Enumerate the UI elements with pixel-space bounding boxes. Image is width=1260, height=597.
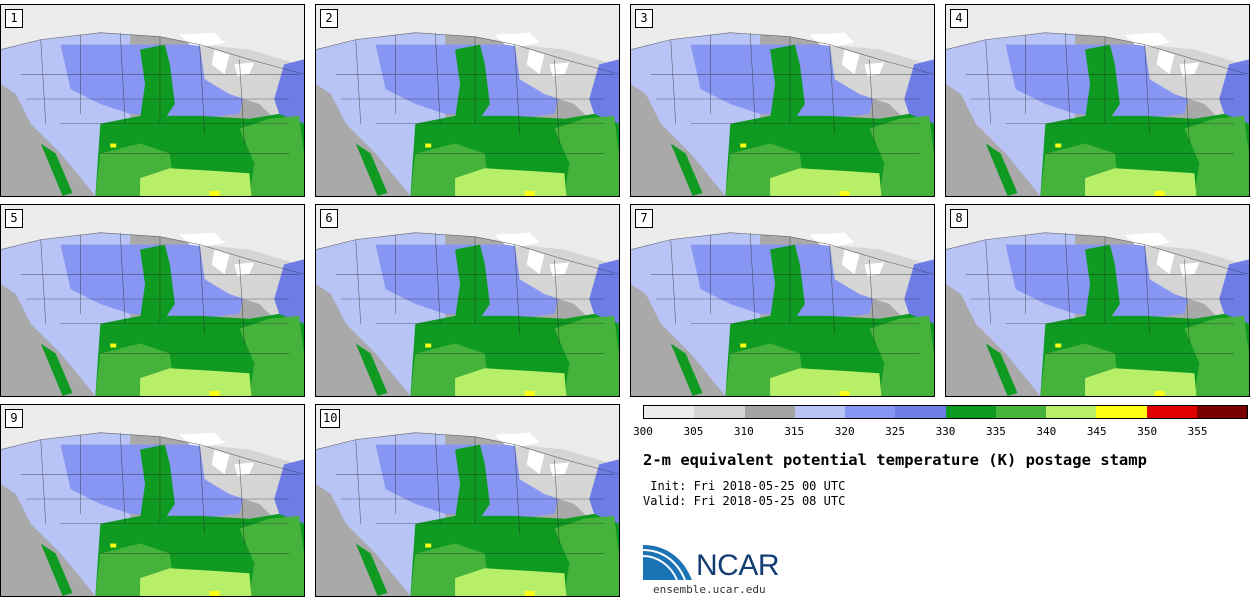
colorbar-tick-label: 320 <box>834 425 855 438</box>
colorbar-segment <box>1046 406 1097 418</box>
colorbar-tick-label: 340 <box>1036 425 1057 438</box>
member-number-label: 4 <box>950 9 968 28</box>
map-image <box>1 205 304 396</box>
colorbar-segment <box>845 406 896 418</box>
colorbar-tick-label: 305 <box>683 425 704 438</box>
colorbar-segment <box>794 406 845 418</box>
valid-time: Valid: Fri 2018-05-25 08 UTC <box>643 494 846 508</box>
map-image <box>1 5 304 196</box>
colorbar-tick-label: 355 <box>1187 425 1208 438</box>
map-image <box>316 405 619 596</box>
map-image <box>316 205 619 396</box>
ensemble-member-panel-4[interactable]: 4 <box>945 4 1250 197</box>
member-number-label: 2 <box>320 9 338 28</box>
member-number-label: 3 <box>635 9 653 28</box>
plot-title: 2-m equivalent potential temperature (K)… <box>643 451 1147 469</box>
ensemble-member-panel-8[interactable]: 8 <box>945 204 1250 397</box>
member-number-label: 10 <box>320 409 341 428</box>
colorbar-tick-label: 335 <box>985 425 1006 438</box>
ensemble-member-panel-7[interactable]: 7 <box>630 204 935 397</box>
member-number-label: 1 <box>5 9 23 28</box>
colorbar-tick-label: 350 <box>1137 425 1158 438</box>
colorbar-tick-label: 325 <box>885 425 906 438</box>
colorbar-segment <box>995 406 1046 418</box>
member-number-label: 8 <box>950 209 968 228</box>
map-image <box>631 205 934 396</box>
member-number-label: 9 <box>5 409 23 428</box>
colorbar-segment <box>1196 406 1247 418</box>
init-time: Init: Fri 2018-05-25 00 UTC <box>643 479 846 493</box>
map-image <box>631 5 934 196</box>
map-image <box>1 405 304 596</box>
ensemble-member-panel-1[interactable]: 1 <box>0 4 305 197</box>
colorbar-segment <box>945 406 996 418</box>
member-number-label: 5 <box>5 209 23 228</box>
colorbar-tick-label: 300 <box>633 425 653 438</box>
colorbar-segment <box>694 406 745 418</box>
colorbar-tick-label: 315 <box>784 425 805 438</box>
colorbar-tick-label: 345 <box>1086 425 1107 438</box>
colorbar <box>643 405 1248 419</box>
ensemble-member-panel-10[interactable]: 10 <box>315 404 620 597</box>
colorbar-segment <box>1146 406 1197 418</box>
colorbar-tick-label: 310 <box>733 425 754 438</box>
logo-wordmark: NCAR <box>696 549 780 582</box>
colorbar-segment <box>1096 406 1147 418</box>
member-number-label: 6 <box>320 209 338 228</box>
map-image <box>946 5 1249 196</box>
ensemble-member-panel-6[interactable]: 6 <box>315 204 620 397</box>
colorbar-segment <box>644 406 695 418</box>
member-number-label: 7 <box>635 209 653 228</box>
colorbar-segment <box>895 406 946 418</box>
map-image <box>316 5 619 196</box>
ensemble-member-panel-9[interactable]: 9 <box>0 404 305 597</box>
colorbar-tick-label: 330 <box>935 425 956 438</box>
ensemble-member-panel-5[interactable]: 5 <box>0 204 305 397</box>
ncar-logo-icon <box>643 540 695 582</box>
map-image <box>946 205 1249 396</box>
logo-url: ensemble.ucar.edu <box>653 583 766 596</box>
ensemble-member-panel-2[interactable]: 2 <box>315 4 620 197</box>
ensemble-member-panel-3[interactable]: 3 <box>630 4 935 197</box>
colorbar-segment <box>744 406 795 418</box>
